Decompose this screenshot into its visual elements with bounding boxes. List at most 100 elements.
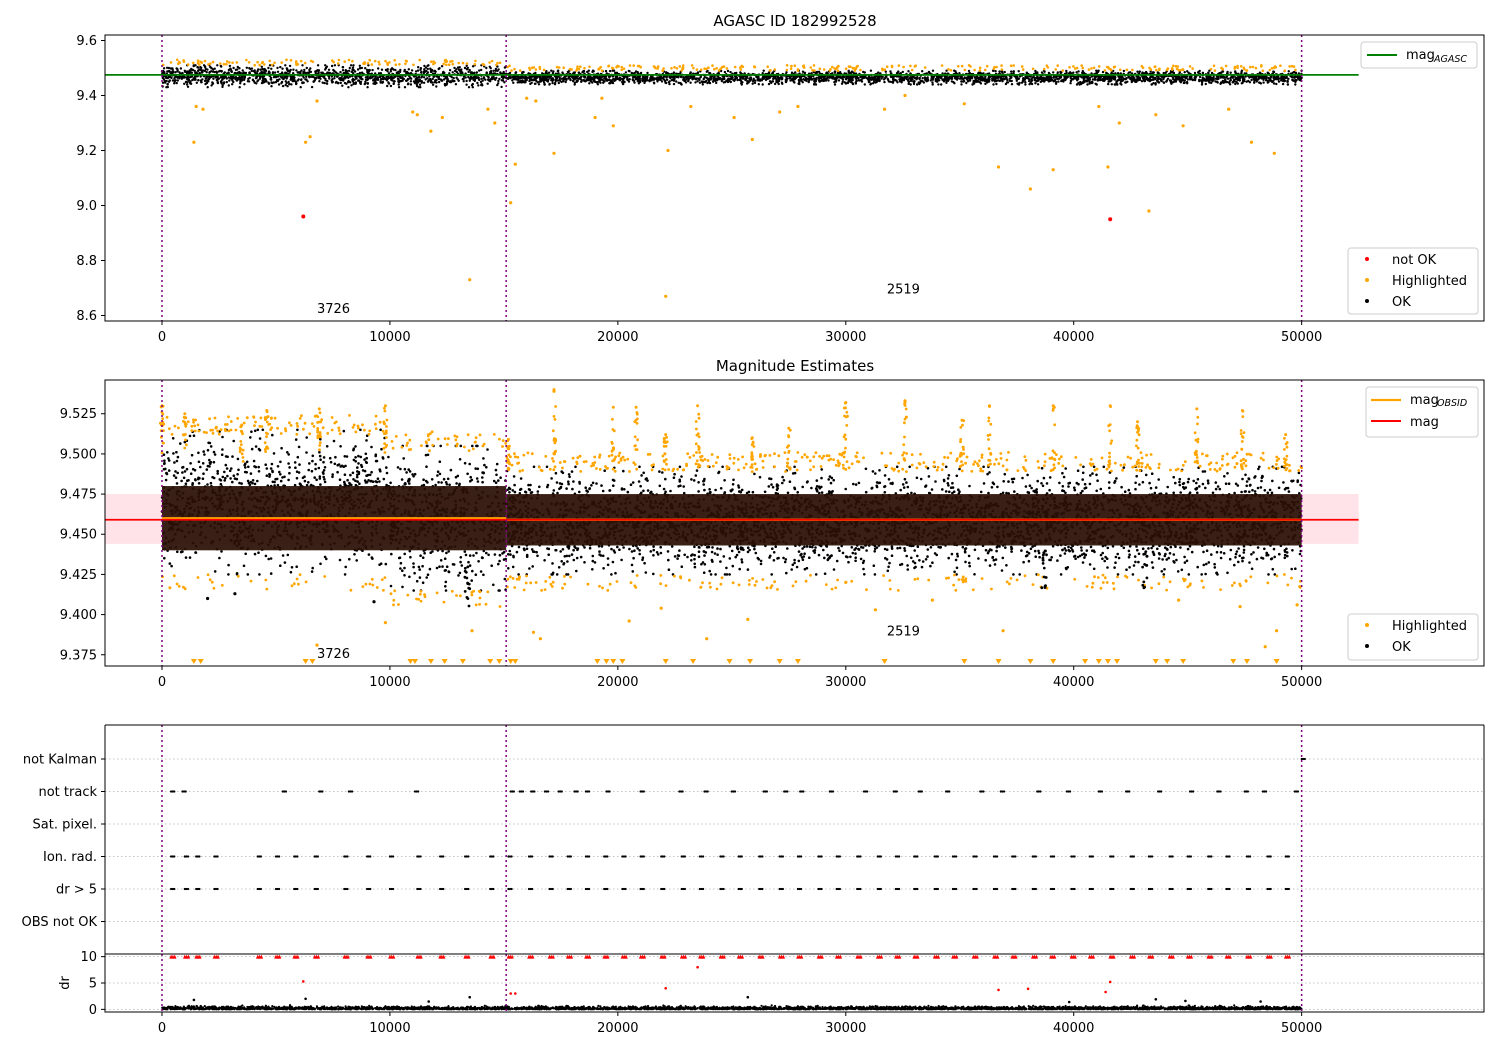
p1-ok-point	[566, 70, 570, 74]
p1-highlighted-fringe-point	[211, 60, 215, 64]
p1-ok-point	[1026, 76, 1029, 80]
p1-ok-point	[1177, 76, 1180, 79]
p1-ok-point	[1259, 76, 1263, 79]
p1-ok-point	[1255, 80, 1259, 83]
p1-ok-point	[762, 77, 765, 81]
p1-ok-point	[1113, 75, 1117, 79]
p1-ok-point	[1008, 77, 1011, 80]
p1-highlighted-fringe-point	[303, 61, 307, 65]
p1-ok-point	[230, 69, 233, 73]
p1-highlighted-fringe-point	[675, 67, 679, 70]
p1-highlighted-fringe-point	[510, 69, 513, 72]
p1-ok-point	[1171, 76, 1175, 80]
p2-ok-point	[216, 469, 219, 473]
p1-ok-point	[1231, 81, 1235, 84]
p1-ok-point	[322, 75, 325, 78]
p1-ok-point	[1122, 69, 1126, 73]
p1-highlighted-fringe-point	[632, 64, 635, 67]
p1-ok-point	[330, 75, 334, 78]
p1-xtick-label-3: 30000	[825, 330, 866, 345]
p1-ok-point	[297, 78, 300, 81]
p1-highlighted-fringe-point	[722, 65, 726, 68]
p1-ok-point	[535, 79, 538, 83]
p1-ok-point	[250, 67, 254, 70]
p1-ok-point	[1240, 82, 1244, 85]
p1-ok-point	[921, 77, 924, 80]
p1-ok-point	[898, 80, 902, 83]
p1-highlighted-fringe-point	[752, 65, 756, 68]
p1-ok-point	[1078, 83, 1081, 86]
p1-ok-point	[1124, 78, 1127, 81]
p1-ok-point	[308, 68, 311, 72]
p1-ok-point	[352, 72, 355, 75]
p1-highlighted-fringe-point	[1080, 64, 1083, 67]
p1-highlighted-fringe-point	[404, 59, 408, 63]
p1-obs-label-0: 3726	[317, 302, 350, 317]
p2-ok-point	[206, 448, 210, 452]
p1-ok-point	[721, 78, 725, 81]
p1-highlighted-fringe-point	[610, 66, 614, 70]
p1-ok-point	[220, 65, 223, 68]
p1-ok-point	[554, 81, 557, 85]
p1-highlighted-fringe-point	[1153, 65, 1156, 69]
p1-highlighted-point-11	[486, 107, 490, 111]
p1-ok-point	[465, 79, 468, 83]
p1-ok-point	[366, 77, 370, 81]
p1-ok-point	[847, 70, 850, 74]
p1-ok-point	[1088, 82, 1091, 85]
p1-ok-point	[1091, 78, 1095, 81]
p1-highlighted-fringe-point	[1000, 64, 1003, 67]
p1-highlighted-fringe-point	[196, 61, 200, 65]
p1-ok-point	[351, 66, 355, 69]
p2-ok-point	[230, 467, 233, 470]
p1-ok-point	[176, 70, 179, 73]
p1-ok-point	[347, 86, 350, 89]
p1-ok-point	[1272, 82, 1276, 85]
p1-xtick-label-1: 10000	[369, 330, 410, 345]
p1-ok-point	[1208, 77, 1211, 81]
p1-ok-point	[626, 76, 629, 80]
p1-ok-point	[406, 71, 409, 74]
p1-ok-point	[201, 78, 204, 81]
p1-ok-point	[886, 78, 890, 82]
p1-ok-point	[187, 78, 191, 82]
p1-ok-point	[901, 70, 904, 74]
p2-ok-point	[203, 453, 206, 456]
p1-highlighted-fringe-point	[703, 67, 706, 70]
p1-highlighted-fringe-point	[992, 67, 996, 70]
p1-ok-point	[172, 70, 175, 73]
p1-ok-point	[519, 81, 523, 84]
p1-ok-point	[435, 78, 438, 82]
p1-ok-point	[255, 82, 258, 85]
p1-ok-point	[420, 81, 423, 84]
p1-highlighted-fringe-point	[528, 68, 532, 71]
p2-ok-point	[199, 465, 202, 469]
p1-ok-point	[992, 83, 995, 86]
p1-ok-point	[1144, 70, 1148, 74]
p1-ok-point	[1198, 78, 1201, 82]
p1-highlighted-fringe-point	[404, 62, 407, 66]
p1-ok-point	[969, 76, 972, 79]
p1-highlighted-fringe-point	[1220, 66, 1223, 70]
p1-ok-point	[323, 81, 326, 85]
p1-ok-point	[399, 75, 402, 79]
p1-ok-point	[173, 82, 176, 85]
p2-ok-point	[329, 460, 333, 464]
p1-ok-point	[235, 72, 239, 75]
p1-ok-point	[812, 83, 816, 86]
p1-ok-point	[564, 80, 567, 84]
p1-ok-point	[817, 70, 821, 74]
p1-highlighted-fringe-point	[1110, 68, 1113, 72]
p1-highlighted-fringe-point	[295, 60, 298, 63]
p1-ok-point	[445, 80, 449, 83]
p1-highlighted-fringe-point	[1243, 67, 1246, 71]
p1-highlighted-fringe-point	[881, 68, 884, 72]
p1-highlighted-fringe-point	[796, 69, 800, 72]
p1-highlighted-fringe-point	[260, 61, 264, 65]
p1-ok-point	[268, 64, 272, 67]
p1-ok-point	[891, 75, 894, 79]
p1-ok-point	[347, 69, 351, 73]
p1-highlighted-fringe-point	[518, 69, 522, 72]
p1-ok-point	[672, 82, 676, 86]
p1-ok-point	[698, 81, 702, 84]
